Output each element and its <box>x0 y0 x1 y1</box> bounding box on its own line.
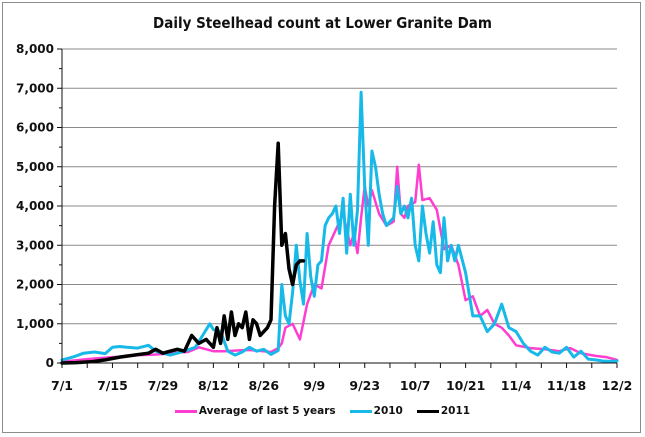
y-tick-label: 7,000 <box>16 81 54 95</box>
y-tick-label: 4,000 <box>16 199 54 213</box>
legend-item-avg: Average of last 5 years <box>174 405 336 417</box>
series-line-avg-5yr <box>60 163 619 364</box>
y-tick-label: 2,000 <box>16 278 54 292</box>
x-tick-label: 11/4 <box>501 378 532 393</box>
legend-label-avg: Average of last 5 years <box>198 405 336 417</box>
legend-item-2011: 2011 <box>416 405 471 417</box>
y-tick-label: 5,000 <box>16 160 54 174</box>
chart-title: Daily Steelhead count at Lower Granite D… <box>153 14 492 32</box>
legend-item-2010: 2010 <box>349 405 403 417</box>
x-axis-ticks: 7/1 7/15 7/29 8/12 8/26 9/9 9/23 10/7 10/21 11/4 1… <box>51 363 632 393</box>
x-tick-label: 8/26 <box>248 378 279 393</box>
y-tick-label: 1,000 <box>16 317 54 331</box>
x-tick-label: 12/2 <box>602 378 633 393</box>
series-line-2011 <box>60 141 306 365</box>
legend: Average of last 5 years 2010 2011 <box>0 405 645 417</box>
x-tick-label: 7/1 <box>51 378 73 393</box>
y-tick-label: 6,000 <box>16 121 54 135</box>
x-tick-label: 9/23 <box>349 378 380 393</box>
legend-label-2010: 2010 <box>373 405 403 417</box>
x-tick-label: 11/18 <box>547 378 586 393</box>
y-tick-label: 0 <box>46 356 54 370</box>
x-tick-label: 9/9 <box>303 378 325 393</box>
legend-swatch-avg <box>174 409 197 413</box>
x-tick-label: 8/12 <box>198 378 229 393</box>
gridlines <box>62 48 617 325</box>
legend-swatch-2011 <box>416 409 439 413</box>
legend-swatch-2010 <box>349 409 372 413</box>
series-lines <box>60 90 619 365</box>
x-tick-label: 10/7 <box>400 378 431 393</box>
chart-frame <box>2 2 641 433</box>
x-tick-label: 10/21 <box>446 378 485 393</box>
x-tick-label: 7/15 <box>97 378 128 393</box>
legend-label-2011: 2011 <box>440 405 471 417</box>
y-axis-ticks: 0 1,000 2,000 3,000 4,000 5,000 6,000 7,000 8,00… <box>16 42 62 370</box>
y-tick-label: 8,000 <box>16 42 54 56</box>
x-tick-label: 7/29 <box>148 378 179 393</box>
series-line-2010 <box>60 90 619 363</box>
y-tick-label: 3,000 <box>16 238 54 252</box>
